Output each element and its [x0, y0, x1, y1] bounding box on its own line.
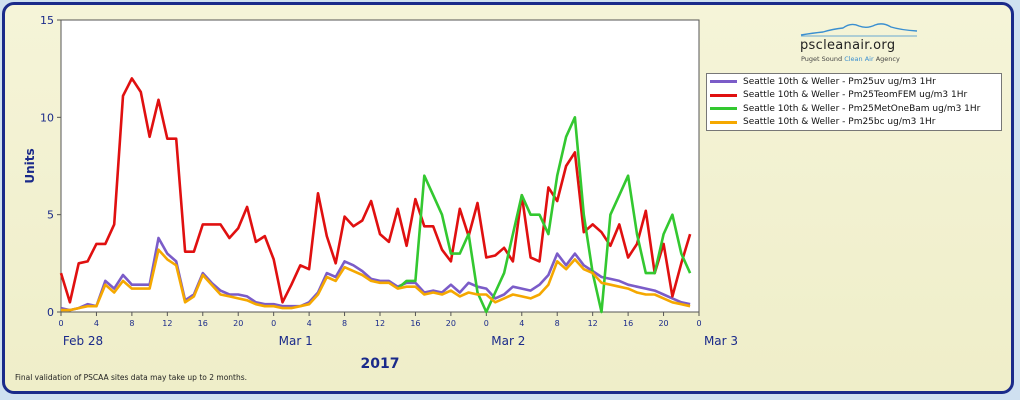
footnote: Final validation of PSCAA sites data may…	[15, 373, 248, 382]
legend-item: Seattle 10th & Weller - Pm25bc ug/m3 1Hr	[707, 116, 1001, 130]
day-label: Mar 1	[279, 334, 313, 348]
legend-swatch	[710, 107, 737, 111]
legend-label: Seattle 10th & Weller - Pm25TeomFEM ug/m…	[743, 90, 968, 101]
x-tick-label: 4	[94, 319, 99, 328]
series-line	[60, 236, 691, 312]
legend-item: Seattle 10th & Weller - Pm25TeomFEM ug/m…	[707, 89, 1001, 103]
logo-sub-accent: Clean Air	[844, 55, 874, 63]
x-tick-label: 16	[410, 319, 420, 328]
logo-name: pscleanair.org	[800, 38, 896, 53]
series-layer	[59, 77, 692, 314]
logo-subtitle: Puget Sound Clean Air Agency	[801, 55, 900, 63]
x-tick-label: 8	[342, 319, 347, 328]
x-tick-label: 20	[233, 319, 243, 328]
day-label: Feb 28	[63, 334, 103, 348]
x-tick-label: 0	[696, 319, 701, 328]
x-tick-label: 16	[198, 319, 208, 328]
x-tick-label: 16	[623, 319, 633, 328]
x-tick-label: 8	[555, 319, 560, 328]
legend-swatch	[710, 93, 737, 97]
legend-label: Seattle 10th & Weller - Pm25MetOneBam ug…	[743, 103, 981, 114]
x-tick-label: 12	[588, 319, 598, 328]
y-tick-label: 10	[40, 111, 54, 124]
legend-label: Seattle 10th & Weller - Pm25bc ug/m3 1Hr	[743, 117, 936, 128]
x-axis-label: 2017	[361, 356, 400, 372]
x-tick-label: 0	[58, 319, 63, 328]
y-tick-label: 15	[40, 14, 54, 27]
legend: Seattle 10th & Weller - Pm25uv ug/m3 1Hr…	[706, 73, 1002, 131]
legend-swatch	[710, 80, 737, 84]
x-tick-label: 0	[271, 319, 276, 328]
logo-sub-prefix: Puget Sound	[801, 55, 845, 63]
x-tick-label: 12	[375, 319, 385, 328]
y-axis-label: Units	[23, 148, 37, 183]
mountain-wave-icon	[800, 23, 918, 37]
y-axis: 0 5 10 15	[40, 14, 61, 319]
legend-swatch	[710, 120, 737, 124]
pscleanair-logo: pscleanair.org Puget Sound Clean Air Age…	[793, 18, 923, 68]
x-tick-label: 20	[658, 319, 668, 328]
legend-item: Seattle 10th & Weller - Pm25uv ug/m3 1Hr	[707, 75, 1001, 89]
day-label: Mar 3	[704, 334, 738, 348]
legend-item: Seattle 10th & Weller - Pm25MetOneBam ug…	[707, 102, 1001, 116]
y-tick-label: 0	[47, 306, 54, 319]
logo-sub-suffix: Agency	[873, 55, 900, 63]
day-label: Mar 2	[491, 334, 525, 348]
legend-label: Seattle 10th & Weller - Pm25uv ug/m3 1Hr	[743, 76, 936, 87]
y-tick-label: 5	[47, 209, 54, 222]
x-tick-label: 12	[162, 319, 172, 328]
x-tick-label: 20	[446, 319, 456, 328]
x-tick-label: 4	[519, 319, 524, 328]
x-tick-label: 8	[129, 319, 134, 328]
x-tick-label: 0	[484, 319, 489, 328]
x-tick-label: 4	[307, 319, 312, 328]
series-line	[396, 116, 692, 314]
series-line	[61, 248, 691, 312]
plot-area	[60, 19, 700, 313]
